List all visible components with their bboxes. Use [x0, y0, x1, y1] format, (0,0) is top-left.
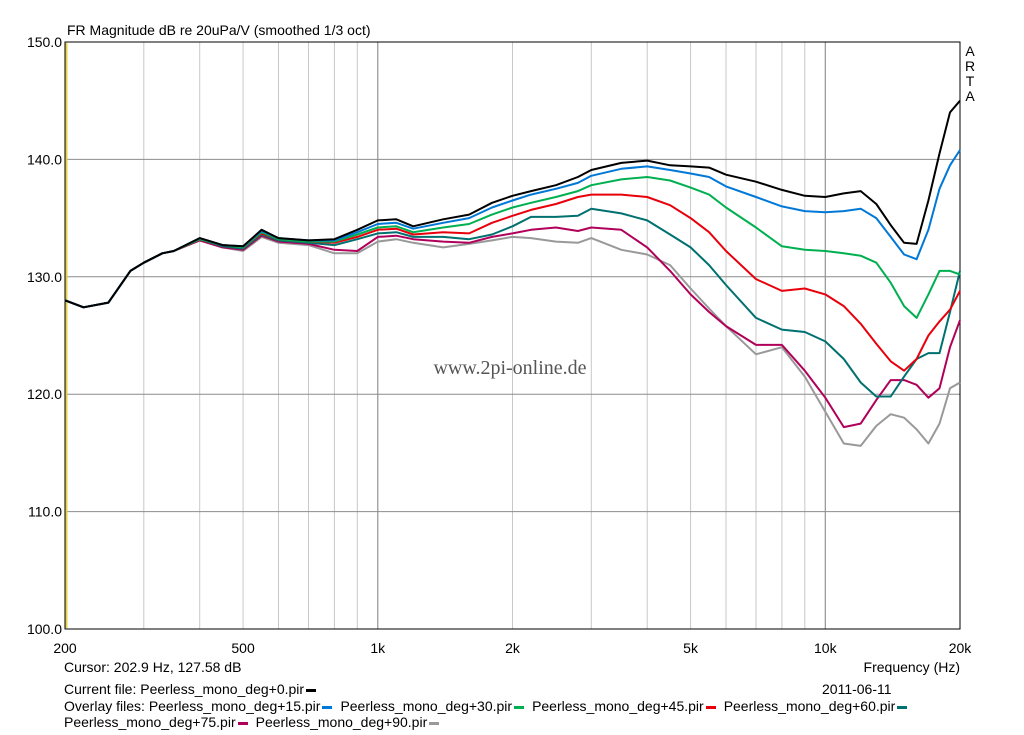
- overlay-file-entry: Peerless_mono_deg+75.pir: [64, 714, 256, 730]
- watermark: www.2pi-online.de: [433, 357, 586, 379]
- current-file-swatch: [306, 688, 317, 692]
- overlay-file-name: Peerless_mono_deg+30.pir: [340, 698, 513, 714]
- overlay-file-swatch: [322, 705, 333, 709]
- overlay-file-name: Peerless_mono_deg+15.pir: [148, 698, 321, 714]
- overlay-file-name: Peerless_mono_deg+45.pir: [532, 698, 704, 714]
- overlay-file-entry: Peerless_mono_deg+90.pir: [256, 714, 448, 730]
- x-tick-label: 5k: [683, 640, 699, 656]
- overlay-file-swatch: [705, 705, 716, 709]
- current-file-label: Current file: Peerless_mono_deg+0.pir: [64, 681, 305, 697]
- overlay-file-entry: Peerless_mono_deg+45.pir: [532, 698, 724, 714]
- overlay-file-entry: Peerless_mono_deg+60.pir: [724, 698, 916, 714]
- y-tick-label: 120.0: [27, 386, 62, 402]
- series-line: [64, 100, 961, 309]
- y-tick-label: 130.0: [27, 269, 62, 285]
- brand-letter: T: [966, 73, 975, 89]
- brand-letter: A: [965, 43, 975, 59]
- current-file-row: Current file: Peerless_mono_deg+0.pir: [64, 681, 324, 697]
- brand-letter: R: [965, 58, 975, 74]
- date-label: 2011-06-11: [822, 681, 892, 697]
- x-axis-label: Frequency (Hz): [864, 659, 960, 675]
- chart-title: FR Magnitude dB re 20uPa/V (smoothed 1/3…: [67, 22, 371, 38]
- brand-letter: A: [965, 88, 975, 104]
- x-tick-label: 1k: [370, 640, 386, 656]
- overlay-file-name: Peerless_mono_deg+60.pir: [723, 698, 896, 714]
- overlay-files-label: Overlay files:: [64, 698, 145, 714]
- series-line: [64, 226, 961, 429]
- overlay-files-list: Peerless_mono_deg+15.pir Peerless_mono_de…: [64, 698, 915, 730]
- overlay-file-name: Peerless_mono_deg+75.pir: [64, 714, 236, 730]
- cursor-readout: Cursor: 202.9 Hz, 127.58 dB: [64, 659, 242, 675]
- overlay-file-entry: Peerless_mono_deg+15.pir: [149, 698, 341, 714]
- y-tick-labels: 150.0 140.0 130.0 120.0 110.0 100.0: [27, 34, 62, 637]
- x-tick-labels: 200 500 1k 2k 5k 10k 20k: [53, 640, 972, 656]
- overlay-file-swatch: [429, 721, 440, 725]
- x-tick-label: 500: [231, 640, 255, 656]
- y-tick-label: 150.0: [27, 34, 62, 50]
- y-tick-label: 100.0: [27, 621, 62, 637]
- overlay-file-swatch: [237, 721, 248, 725]
- minor-gridlines: [143, 42, 826, 629]
- overlay-file-swatch: [897, 705, 908, 709]
- x-tick-label: 20k: [949, 640, 973, 656]
- overlay-file-entry: Peerless_mono_deg+30.pir: [340, 698, 532, 714]
- plot-frame: [64, 41, 961, 630]
- overlay-file-name: Peerless_mono_deg+90.pir: [255, 714, 428, 730]
- series-layer: [64, 100, 961, 447]
- overlay-file-swatch: [514, 705, 525, 709]
- overlay-files-row: Overlay files: Peerless_mono_deg+15.pir P…: [64, 698, 964, 730]
- x-tick-label: 200: [53, 640, 77, 656]
- y-tick-label: 140.0: [27, 151, 62, 167]
- x-tick-label: 10k: [814, 640, 838, 656]
- x-tick-label: 2k: [505, 640, 521, 656]
- y-tick-label: 110.0: [28, 504, 62, 520]
